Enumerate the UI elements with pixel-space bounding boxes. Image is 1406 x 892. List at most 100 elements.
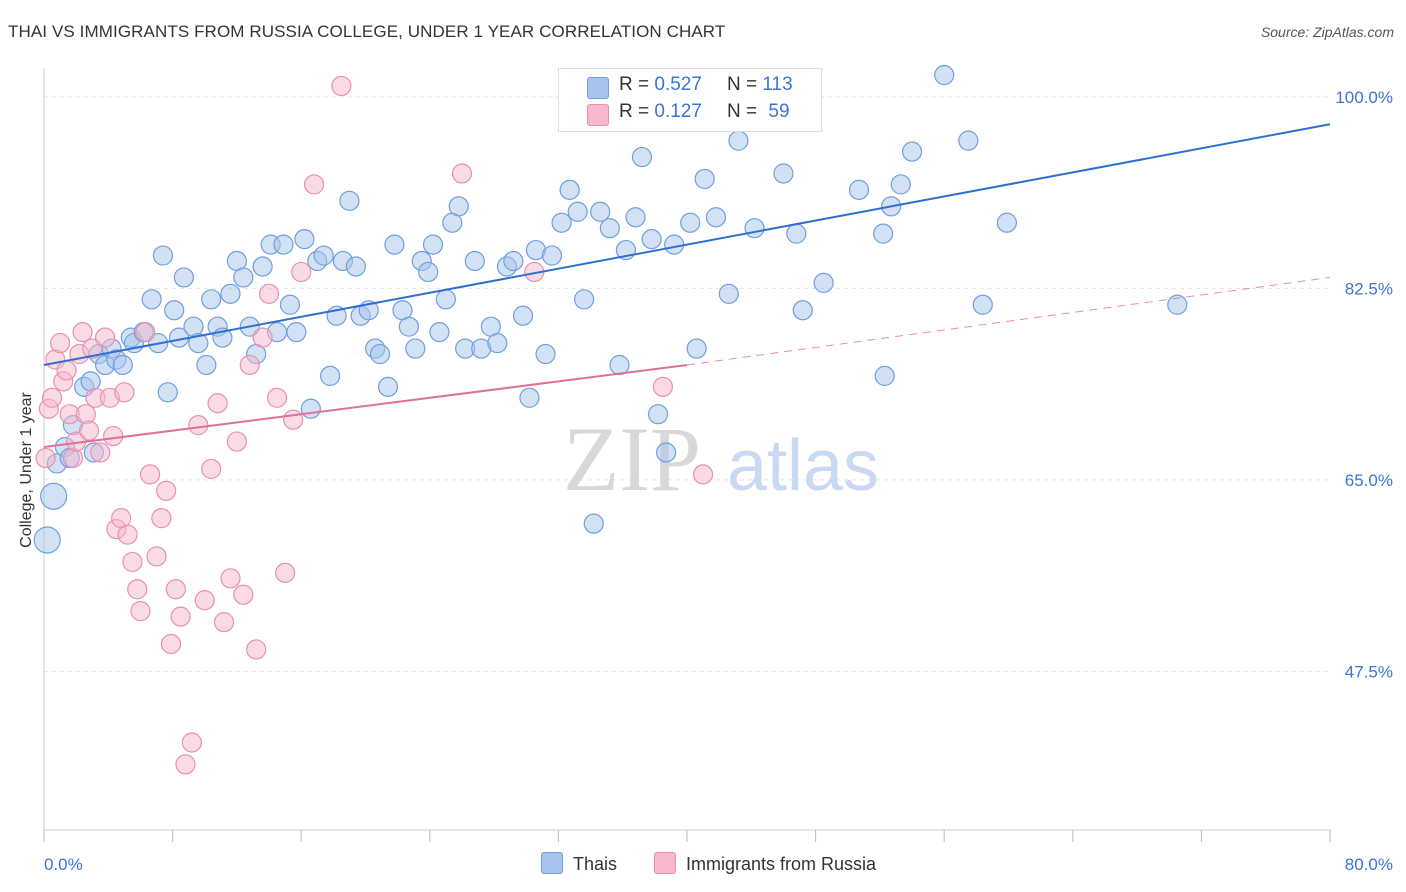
data-point xyxy=(345,256,366,277)
data-point xyxy=(294,229,315,250)
data-point xyxy=(680,212,701,233)
data-point xyxy=(252,327,273,348)
data-point xyxy=(890,174,911,195)
trend-line-russia-extension xyxy=(686,276,1331,366)
data-point xyxy=(792,300,813,321)
data-point xyxy=(139,464,161,485)
data-point xyxy=(694,168,715,190)
legend-swatch-russia xyxy=(654,852,676,874)
data-point xyxy=(448,196,469,217)
data-point xyxy=(258,283,280,304)
data-point xyxy=(398,316,420,337)
data-point xyxy=(170,606,191,627)
data-point xyxy=(146,546,167,567)
watermark-zip: ZIP xyxy=(563,408,701,510)
data-point xyxy=(41,387,63,408)
data-point xyxy=(692,464,714,485)
data-point xyxy=(331,75,352,97)
data-point xyxy=(300,398,321,419)
data-point xyxy=(718,283,739,304)
data-point xyxy=(590,201,611,222)
data-point xyxy=(418,261,439,283)
data-point xyxy=(35,447,56,469)
legend-label-russia: Immigrants from Russia xyxy=(686,854,877,874)
data-point xyxy=(173,267,194,288)
data-point xyxy=(541,245,563,266)
data-point xyxy=(246,639,267,660)
data-point xyxy=(599,218,620,239)
data-point xyxy=(201,458,222,480)
data-point xyxy=(127,579,148,600)
data-point xyxy=(181,732,202,753)
data-point xyxy=(451,163,473,184)
data-point xyxy=(94,327,116,348)
watermark-atlas: atlas xyxy=(727,426,879,506)
data-point xyxy=(652,376,673,397)
data-point xyxy=(435,289,456,310)
data-point xyxy=(773,163,794,184)
legend-label-thais: Thais xyxy=(573,854,618,874)
data-point xyxy=(114,382,135,403)
data-point xyxy=(429,322,450,343)
data-point xyxy=(728,130,749,151)
data-point xyxy=(384,234,405,255)
legend-r-label: R = xyxy=(619,74,650,95)
y-tick-label: 47.5% xyxy=(1345,662,1393,681)
y-tick-label: 82.5% xyxy=(1345,279,1393,298)
data-point xyxy=(934,64,955,86)
data-point xyxy=(62,447,84,469)
legend-swatch-russia xyxy=(587,104,609,126)
trend-lines xyxy=(43,123,1331,449)
data-point xyxy=(958,130,979,151)
data-point xyxy=(996,212,1017,233)
legend-swatch-thais xyxy=(587,77,609,99)
trend-line-russia xyxy=(43,363,688,449)
data-point xyxy=(78,420,100,441)
data-point xyxy=(40,482,68,510)
legend-n-value: 59 xyxy=(768,101,790,122)
data-point xyxy=(135,322,156,343)
data-point xyxy=(141,289,162,310)
data-point xyxy=(551,212,572,233)
data-point xyxy=(117,524,138,545)
data-point xyxy=(609,354,630,376)
data-point xyxy=(464,250,485,272)
data-point xyxy=(535,343,556,365)
legend-row-thais: R = 0.527 N = 113 xyxy=(559,74,821,104)
data-point xyxy=(901,141,923,162)
series-thais xyxy=(33,64,1188,554)
data-point xyxy=(175,754,196,775)
data-point xyxy=(664,234,685,255)
legend-row-russia: R = 0.127 N = 59 xyxy=(559,101,821,131)
chart-title: THAI VS IMMIGRANTS FROM RUSSIA COLLEGE, … xyxy=(8,22,726,41)
data-point xyxy=(122,551,143,573)
legend-swatch-thais xyxy=(541,852,563,874)
data-point xyxy=(487,332,508,354)
data-point xyxy=(33,526,61,554)
data-point xyxy=(848,179,870,200)
data-point xyxy=(49,332,71,354)
legend-n-label: N = xyxy=(727,74,758,95)
data-point xyxy=(512,305,534,326)
data-point xyxy=(194,590,215,611)
data-point xyxy=(303,174,325,195)
data-point xyxy=(874,365,895,387)
data-point xyxy=(273,234,294,255)
source-label: Source: ZipAtlas.com xyxy=(1260,24,1394,40)
data-point xyxy=(152,245,174,266)
data-point xyxy=(405,338,426,359)
data-point xyxy=(188,332,209,354)
x-tick-label: 0.0% xyxy=(44,855,83,874)
data-point xyxy=(164,300,185,321)
legend-n-value: 113 xyxy=(762,74,793,95)
x-tick-label: 80.0% xyxy=(1345,855,1393,874)
data-point xyxy=(286,322,307,343)
data-point xyxy=(559,179,580,200)
data-point xyxy=(188,415,209,436)
data-point xyxy=(90,442,111,463)
data-point xyxy=(196,354,217,376)
data-point xyxy=(151,508,172,529)
data-point xyxy=(369,343,391,365)
data-point xyxy=(157,382,178,403)
